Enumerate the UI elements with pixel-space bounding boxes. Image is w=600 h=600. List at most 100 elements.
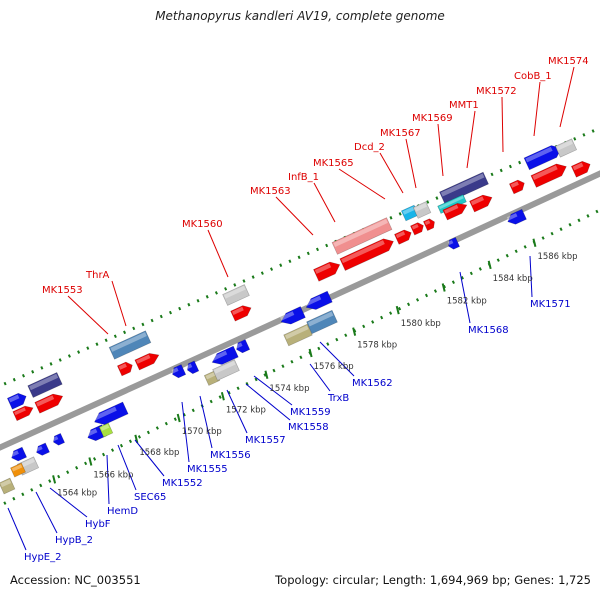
gene-label-bottom: MK1552 [162, 478, 203, 489]
leader-line [459, 271, 471, 324]
gene-label-top: ThrA [85, 270, 110, 281]
gene-label-top: InfB_1 [288, 172, 319, 183]
feature-box [222, 284, 250, 306]
feature-box [12, 405, 34, 422]
feature-box [331, 217, 393, 255]
scale-label: 1564 kbp [57, 488, 97, 498]
feature-box [283, 323, 313, 347]
feature-box [0, 477, 16, 495]
leader-line [338, 168, 386, 200]
gene-label-top: CobB_1 [514, 71, 552, 82]
gene-label-top: MK1574 [548, 56, 589, 67]
feature-box [279, 306, 306, 325]
gene-label-top: Dcd_2 [354, 142, 385, 153]
feature-box [570, 160, 591, 178]
major-tick [134, 434, 139, 444]
feature-box [93, 401, 129, 425]
gene-label-bottom: MK1557 [245, 435, 286, 446]
gene-label-top: MK1569 [412, 113, 453, 124]
leader-line [405, 138, 417, 189]
feature-box [230, 305, 252, 322]
accession-text: Accession: NC_003551 [10, 573, 141, 587]
feature-box [339, 238, 394, 271]
leader-line [533, 81, 541, 137]
feature-box [116, 361, 133, 377]
feature-box [108, 330, 152, 360]
feature-box [6, 392, 27, 410]
leader-line [437, 123, 444, 177]
feature-box [313, 261, 341, 282]
leader-line [226, 389, 248, 434]
feature-box [437, 194, 467, 214]
feature-box [439, 171, 489, 205]
major-tick [487, 260, 492, 270]
scale-label: 1566 kbp [93, 471, 133, 481]
leader-line [245, 383, 291, 421]
leader-line [199, 395, 213, 449]
gene-label-top: MK1567 [380, 128, 421, 139]
major-tick [52, 475, 57, 484]
scale-label: 1586 kbp [537, 252, 577, 262]
feature-box [235, 339, 251, 354]
feature-box [212, 359, 240, 381]
feature-box [447, 236, 461, 250]
map-title: Methanopyrus kandleri AV19, complete gen… [155, 9, 445, 23]
feature-box [410, 222, 424, 236]
gene-label-bottom: SEC65 [134, 492, 166, 503]
gene-label-top: MK1563 [250, 186, 291, 197]
gene-label-bottom: MK1571 [530, 299, 571, 310]
feature-box [10, 462, 26, 478]
gene-label-bottom: MK1556 [210, 450, 251, 461]
feature-box [508, 179, 525, 195]
major-tick [176, 413, 181, 423]
leader-line [466, 110, 476, 169]
leader-line [111, 280, 127, 327]
gene-label-bottom: HybF [85, 519, 111, 530]
scale-label: 1580 kbp [401, 319, 441, 329]
major-tick [264, 370, 269, 380]
gene-label-bottom: HemD [107, 506, 138, 517]
feature-box [186, 360, 200, 375]
gene-label-bottom: MK1562 [352, 378, 393, 389]
feature-box [171, 364, 187, 379]
scale-label: 1572 kbp [226, 405, 266, 415]
leader-line [207, 229, 229, 278]
gene-label-top: MMT1 [449, 100, 479, 111]
leader-line [559, 66, 575, 128]
major-tick [308, 348, 313, 358]
scale-label: 1582 kbp [447, 296, 487, 306]
feature-box [469, 194, 493, 213]
feature-box [52, 432, 66, 446]
gene-label-top: MK1565 [313, 158, 354, 169]
major-tick [88, 457, 93, 466]
feature-box [422, 218, 435, 232]
feature-box [35, 442, 50, 456]
feature-box [394, 229, 412, 245]
major-tick [395, 305, 400, 315]
feature-box [10, 446, 28, 462]
leader-line [275, 196, 314, 236]
feature-box [530, 163, 567, 188]
feature-box [306, 309, 338, 335]
feature-box [412, 201, 432, 219]
feature-box [134, 353, 160, 371]
leader-line [117, 444, 137, 491]
leader-line [313, 182, 336, 223]
leader-line [501, 96, 504, 153]
leader-line [49, 487, 88, 518]
feature-box [211, 345, 239, 365]
leader-line [7, 507, 27, 551]
scale-label: 1574 kbp [269, 384, 309, 394]
genome-summary-text: Topology: circular; Length: 1,694,969 bp… [275, 573, 591, 587]
leader-line [181, 401, 190, 463]
scale-label: 1578 kbp [357, 341, 397, 351]
scale-label: 1570 kbp [182, 427, 222, 437]
leader-line [253, 375, 293, 406]
major-tick [441, 283, 446, 292]
leader-line [35, 491, 58, 534]
gene-label-bottom: MK1558 [288, 422, 329, 433]
gene-label-bottom: MK1559 [290, 407, 331, 418]
gene-label-top: MK1560 [182, 219, 223, 230]
gene-label-bottom: MK1555 [187, 464, 228, 475]
